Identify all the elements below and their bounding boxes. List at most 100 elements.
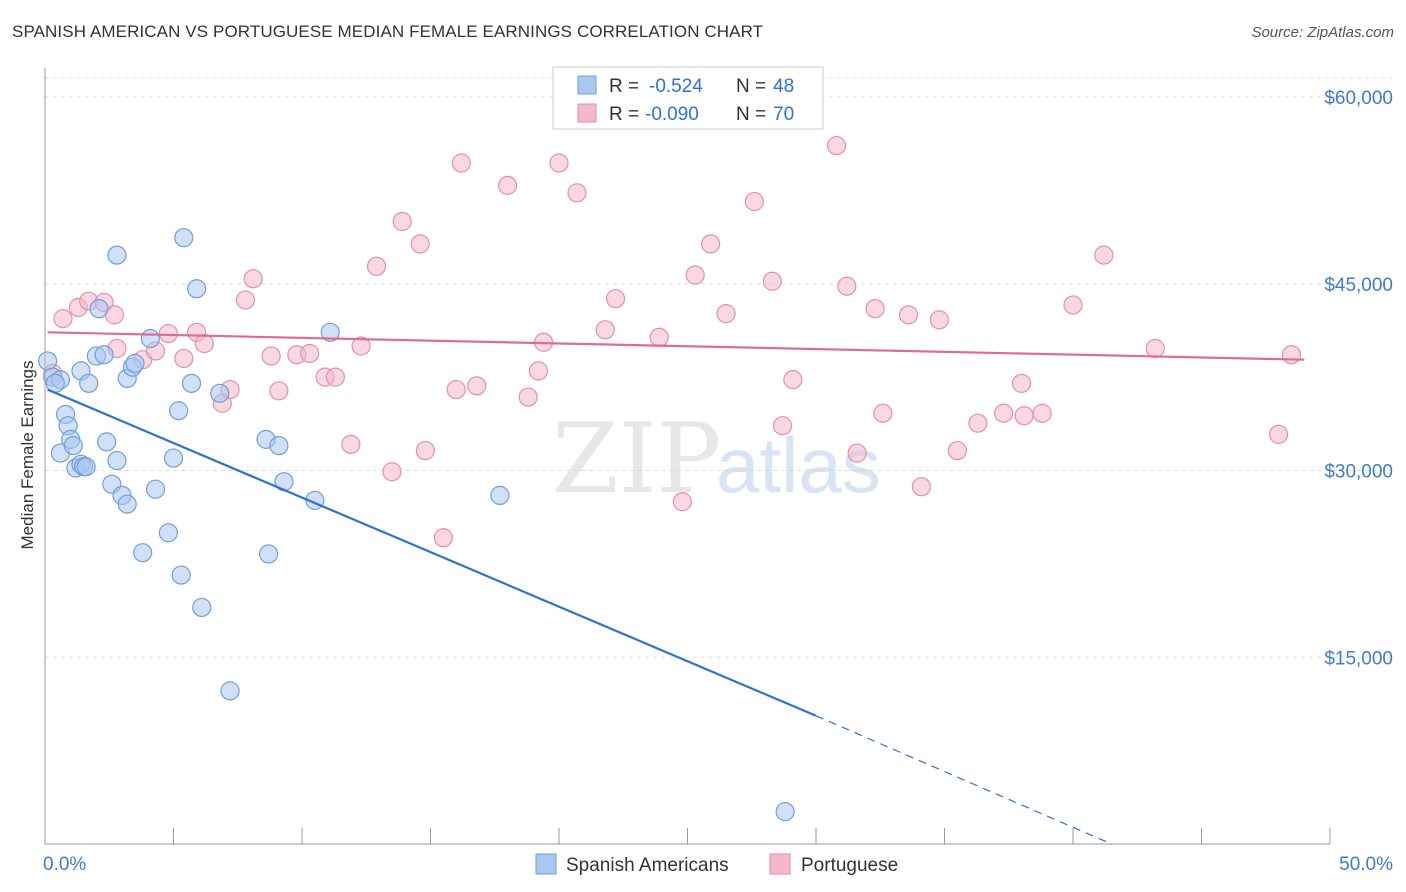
spanish-americans-point [269, 436, 289, 456]
spanish-americans-point [181, 373, 202, 393]
portuguese-point [410, 234, 430, 254]
portuguese-point [744, 191, 764, 212]
spanish-americans-point [107, 450, 127, 471]
portuguese-point [898, 305, 919, 325]
portuguese-point [847, 443, 867, 463]
spanish-americans-point [320, 322, 340, 342]
portuguese-trend-line [47, 331, 1305, 361]
y-tick-label: $45,000 [1324, 275, 1393, 296]
y-tick-label: $60,000 [1324, 88, 1393, 109]
portuguese-point [433, 528, 453, 548]
x-tick-label: 0.0% [43, 854, 86, 875]
spanish-americans-point [210, 383, 230, 403]
spanish-americans-point [174, 228, 194, 248]
portuguese-point [762, 271, 782, 291]
portuguese-point [595, 320, 615, 340]
portuguese-point [415, 440, 435, 461]
portuguese-point [351, 336, 371, 356]
data-points [37, 135, 1302, 822]
portuguese-point [605, 289, 626, 309]
portuguese-point [235, 290, 256, 310]
spanish-americans-point [94, 345, 114, 365]
spanish-americans-point [220, 681, 240, 701]
stats-n-value-spanish: 48 [773, 76, 794, 97]
stats-r-label-portuguese: R = [609, 104, 639, 125]
portuguese-point [772, 416, 793, 436]
spanish-americans-point [133, 543, 153, 563]
spanish-americans-point [171, 565, 191, 585]
portuguese-point [947, 440, 967, 461]
spanish-americans-point [107, 245, 127, 265]
spanish-americans-point [97, 432, 117, 452]
watermark-atlas: atlas [716, 421, 881, 509]
series-legend: Spanish Americans Portuguese [535, 853, 898, 876]
x-tick-label: 50.0% [1339, 854, 1393, 875]
portuguese-point [1032, 403, 1052, 423]
stats-legend-box [552, 66, 824, 130]
portuguese-point [498, 175, 518, 195]
portuguese-point [1063, 295, 1083, 315]
portuguese-point [672, 492, 692, 512]
portuguese-point [1145, 338, 1165, 359]
portuguese-point [549, 153, 569, 173]
portuguese-point [446, 379, 466, 400]
axes [44, 68, 1331, 845]
chart-title: SPANISH AMERICAN VS PORTUGUESE MEDIAN FE… [12, 22, 764, 41]
spanish-americans-point [187, 279, 207, 299]
spanish-americans-point [258, 544, 279, 564]
spanish-americans-point [79, 373, 99, 393]
stats-r-label-spanish: R = [609, 76, 639, 97]
spanish-americans-point [775, 802, 795, 822]
trend-lines [47, 331, 1305, 845]
portuguese-point [269, 381, 289, 401]
spanish-americans-trend-line [47, 388, 817, 717]
spanish-americans-trend-extension [815, 715, 1112, 845]
spanish-americans-point [140, 328, 160, 349]
portuguese-point [518, 387, 538, 407]
spanish-americans-point [37, 351, 58, 371]
legend-swatch-spanish-americans [535, 853, 557, 875]
portuguese-point [649, 327, 669, 347]
stats-n-label-spanish: N = [736, 76, 766, 97]
stats-r-value-spanish: -0.524 [649, 76, 703, 97]
portuguese-point [1281, 345, 1302, 365]
portuguese-point [467, 376, 487, 396]
stats-n-label-portuguese: N = [736, 104, 766, 125]
portuguese-point [911, 477, 931, 497]
watermark-zip: ZIP [552, 403, 721, 515]
spanish-americans-point [117, 494, 137, 514]
portuguese-point [528, 361, 549, 381]
legend-label-portuguese: Portuguese [801, 855, 898, 876]
portuguese-point [1014, 406, 1034, 426]
portuguese-point [382, 462, 402, 482]
spanish-americans-point [145, 479, 166, 499]
spanish-americans-point [89, 299, 109, 319]
legend-label-spanish-americans: Spanish Americans [566, 855, 729, 876]
portuguese-point [325, 367, 346, 387]
spanish-americans-point [76, 457, 96, 477]
y-tick-label: $15,000 [1324, 648, 1393, 669]
spanish-americans-point [63, 436, 83, 456]
portuguese-point [194, 333, 214, 354]
stats-n-value-portuguese: 70 [773, 104, 794, 125]
axis-labels: $15,000 $30,000 $45,000 $60,000 0.0% 50.0% Med… [18, 88, 1393, 875]
portuguese-point [826, 135, 847, 156]
portuguese-point [968, 413, 988, 433]
watermark: ZIP atlas [552, 403, 881, 515]
portuguese-point [243, 269, 263, 289]
portuguese-point [701, 234, 721, 254]
spanish-americans-point [169, 401, 189, 421]
portuguese-point [1268, 424, 1289, 444]
portuguese-point [837, 276, 857, 296]
portuguese-point [261, 346, 281, 366]
portuguese-point [53, 309, 73, 329]
spanish-americans-point [490, 485, 510, 505]
stats-swatch-spanish [577, 75, 597, 95]
portuguese-point [392, 211, 412, 232]
stats-legend: R = -0.524 N = 48 R = -0.090 N = 70 [552, 66, 824, 130]
portuguese-point [567, 183, 587, 203]
portuguese-point [929, 310, 949, 330]
legend-swatch-portuguese [769, 853, 791, 875]
stats-r-value-portuguese: -0.090 [645, 104, 699, 125]
portuguese-point [685, 265, 705, 285]
